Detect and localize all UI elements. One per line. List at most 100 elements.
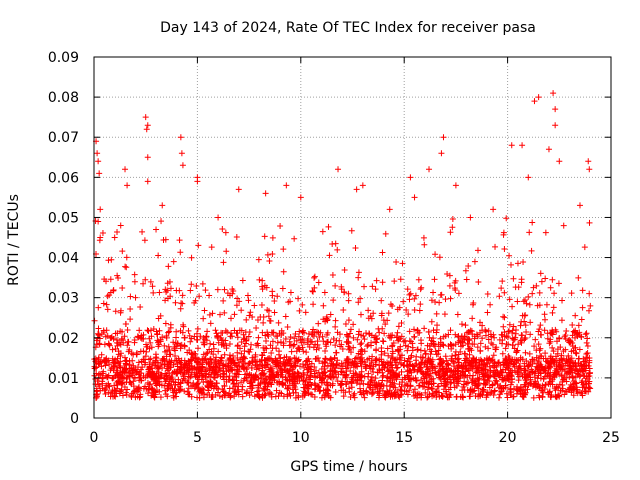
data-point: [357, 311, 364, 318]
data-point: [365, 373, 372, 380]
data-point: [311, 284, 318, 291]
data-point: [357, 389, 364, 396]
data-point: [220, 370, 227, 377]
data-point: [152, 354, 159, 361]
data-point: [197, 359, 204, 366]
data-point: [293, 355, 300, 362]
data-point: [256, 276, 263, 283]
data-point: [120, 374, 127, 381]
data-point: [280, 246, 287, 253]
data-point: [112, 373, 119, 380]
data-point: [416, 307, 423, 314]
data-point: [257, 379, 264, 386]
data-point: [172, 299, 179, 306]
data-point: [529, 369, 536, 376]
data-point: [277, 355, 284, 362]
data-point: [116, 371, 123, 378]
data-point: [515, 341, 522, 348]
data-point: [428, 318, 435, 325]
data-point: [218, 354, 225, 361]
data-point: [379, 279, 386, 286]
data-point: [175, 381, 182, 388]
x-tick-label: 20: [499, 430, 517, 446]
data-point: [569, 321, 576, 328]
data-point: [468, 389, 475, 396]
data-point: [153, 226, 160, 233]
data-point: [477, 340, 484, 347]
data-point: [475, 357, 482, 364]
data-point: [586, 385, 593, 392]
data-point: [159, 334, 166, 341]
data-point: [257, 372, 264, 379]
data-point: [117, 309, 124, 316]
data-point: [452, 331, 459, 338]
data-point: [164, 393, 171, 400]
data-point: [149, 359, 156, 366]
data-point: [556, 158, 563, 165]
data-point: [568, 387, 575, 394]
data-point: [345, 346, 352, 353]
data-point: [492, 377, 499, 384]
data-point: [565, 352, 572, 359]
data-point: [384, 345, 391, 352]
data-point: [342, 380, 349, 387]
data-point: [582, 331, 589, 338]
data-point: [322, 347, 329, 354]
data-point: [490, 371, 497, 378]
data-point: [417, 347, 424, 354]
data-point: [285, 370, 292, 377]
data-point: [302, 309, 309, 316]
data-point: [225, 364, 232, 371]
data-point: [579, 287, 586, 294]
data-point: [469, 315, 476, 322]
data-point: [569, 373, 576, 380]
data-point: [504, 394, 511, 401]
data-point: [295, 356, 302, 363]
data-point: [239, 393, 246, 400]
data-point: [259, 283, 266, 290]
data-point: [360, 387, 367, 394]
data-point: [194, 345, 201, 352]
data-point: [95, 332, 102, 339]
data-point: [299, 344, 306, 351]
data-point: [230, 359, 237, 366]
data-point: [264, 386, 271, 393]
data-point: [467, 345, 474, 352]
data-point: [209, 391, 216, 398]
data-point: [412, 292, 419, 299]
data-point: [307, 372, 314, 379]
data-point: [142, 276, 149, 283]
data-point: [195, 367, 202, 374]
data-point: [304, 361, 311, 368]
data-point: [523, 357, 530, 364]
data-point: [361, 336, 368, 343]
data-point: [292, 359, 299, 366]
data-point: [277, 371, 284, 378]
data-point: [286, 377, 293, 384]
data-point: [320, 316, 327, 323]
data-point: [226, 376, 233, 383]
data-point: [391, 278, 398, 285]
data-point: [305, 355, 312, 362]
data-point: [251, 377, 258, 384]
data-point: [505, 341, 512, 348]
data-point: [326, 357, 333, 364]
data-point: [304, 382, 311, 389]
data-point: [572, 349, 579, 356]
data-point: [230, 288, 237, 295]
data-point: [384, 363, 391, 370]
data-point: [291, 335, 298, 342]
data-point: [302, 378, 309, 385]
data-point: [404, 286, 411, 293]
data-point: [291, 235, 298, 242]
data-point: [332, 240, 339, 247]
data-point: [151, 394, 158, 401]
data-point: [353, 371, 360, 378]
data-point: [315, 369, 322, 376]
data-point: [346, 385, 353, 392]
data-point: [94, 150, 101, 157]
data-point: [436, 299, 443, 306]
data-point: [134, 333, 141, 340]
data-point: [322, 356, 329, 363]
data-point: [114, 342, 121, 349]
